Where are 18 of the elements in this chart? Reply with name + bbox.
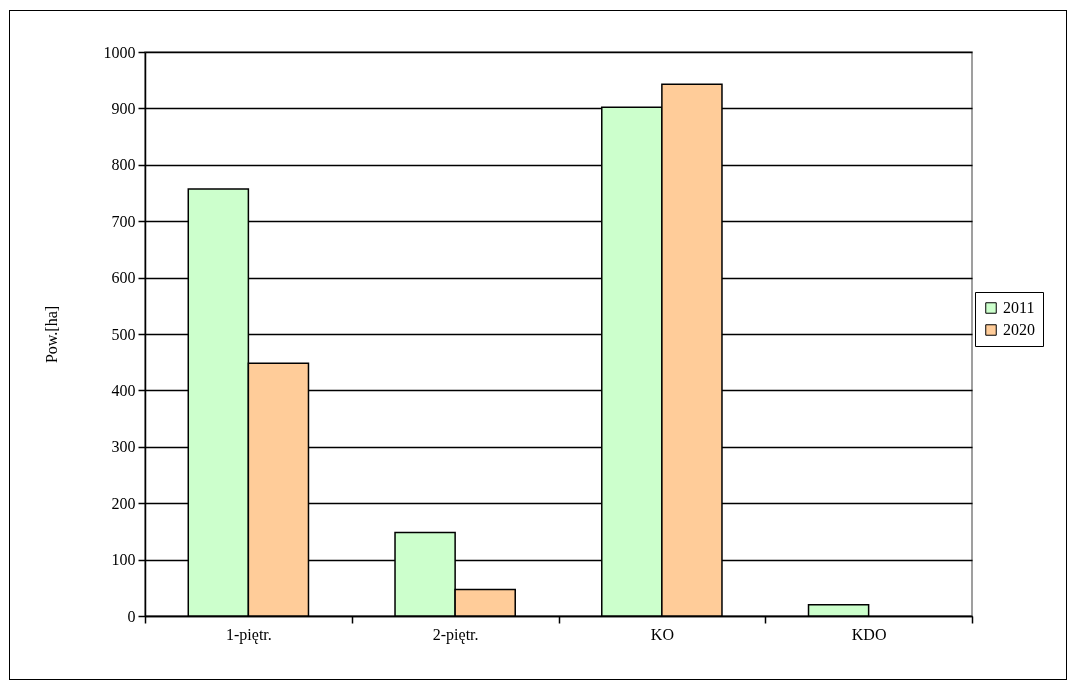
legend-label: 2011: [1003, 299, 1035, 316]
y-tick-label: 100: [111, 551, 136, 569]
y-tick-label: 500: [111, 325, 136, 343]
y-tick-label: 0: [127, 607, 136, 625]
y-axis-title: Pow.[ha]: [42, 305, 60, 364]
legend-label: 2020: [1003, 321, 1035, 338]
y-tick-label: 200: [111, 494, 136, 512]
y-tick-label: 900: [111, 99, 136, 117]
x-tick-label: 2-piętr.: [432, 625, 479, 644]
x-tick-label: KDO: [851, 625, 887, 643]
y-tick-label: 600: [111, 269, 136, 287]
y-tick-label: 1000: [103, 43, 136, 61]
y-tick-label: 300: [111, 438, 136, 456]
y-tick-label: 700: [111, 212, 136, 230]
y-tick-label: 400: [111, 381, 136, 399]
x-tick-label: KO: [650, 625, 674, 643]
x-tick-label: 1-piętr.: [225, 625, 272, 644]
y-tick-label: 800: [111, 156, 136, 174]
